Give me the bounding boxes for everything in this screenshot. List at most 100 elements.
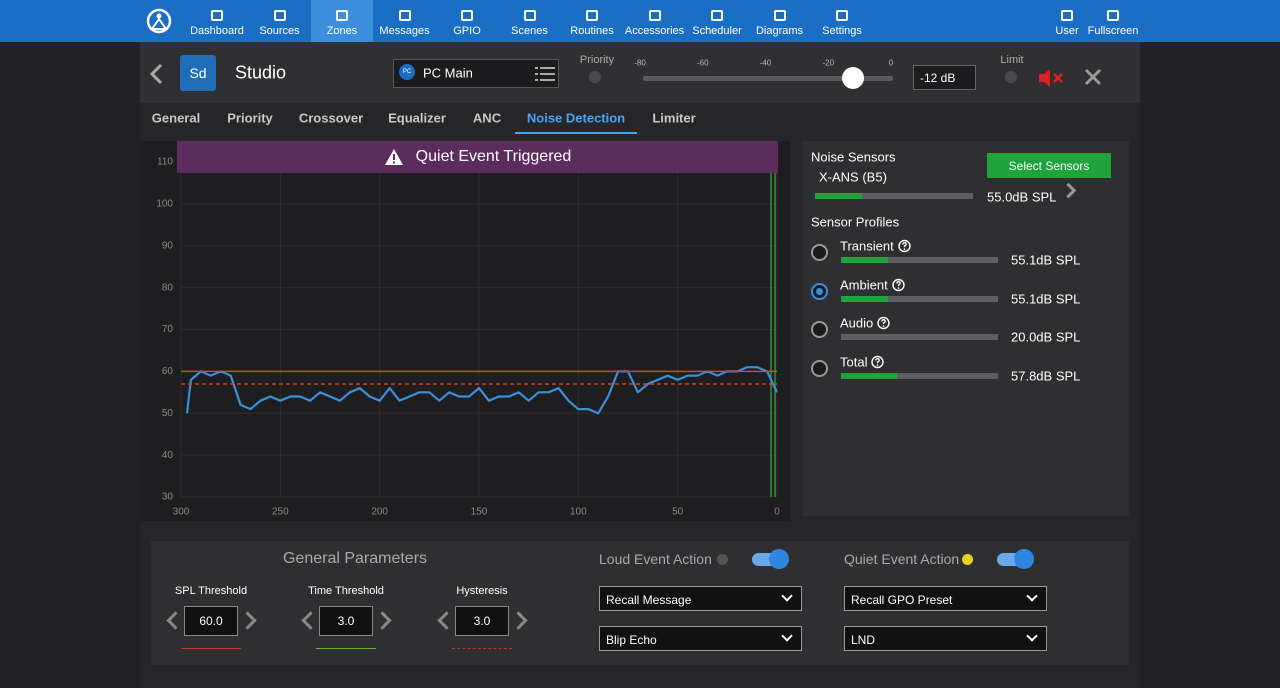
action-select[interactable]: LND xyxy=(844,626,1047,651)
nav-item[interactable]: Fullscreen xyxy=(1087,25,1139,37)
event-banner: Quiet Event Triggered xyxy=(177,141,778,173)
nav-item[interactable]: Dashboard xyxy=(190,25,244,37)
tab[interactable]: Noise Detection xyxy=(526,110,626,126)
limit-led xyxy=(1005,71,1017,83)
level-meter xyxy=(841,372,998,379)
source-icon: PC xyxy=(399,64,415,80)
radio[interactable] xyxy=(811,359,828,377)
y-tick-label: 90 xyxy=(162,240,174,251)
help-icon[interactable] xyxy=(898,239,911,253)
field-underline xyxy=(181,648,241,649)
field-input[interactable]: 3.0 xyxy=(319,606,373,636)
slider-tick: 0 xyxy=(888,58,894,68)
indicator xyxy=(962,554,973,565)
nav-item[interactable]: Sources xyxy=(259,25,300,37)
banner-text: Quiet Event Triggered xyxy=(415,148,572,165)
slider-tick: -60 xyxy=(696,58,709,68)
tab[interactable]: Limiter xyxy=(652,110,696,126)
mute-icon[interactable] xyxy=(1037,68,1065,88)
slider-knob[interactable] xyxy=(842,67,865,89)
nav-icon xyxy=(211,10,223,21)
x-tick-label: 100 xyxy=(570,507,587,518)
back-button[interactable] xyxy=(148,63,166,85)
y-tick-label: 110 xyxy=(157,157,173,168)
priority-led xyxy=(589,71,601,83)
help-icon[interactable] xyxy=(871,355,885,368)
radio[interactable] xyxy=(811,244,828,261)
field-underline xyxy=(316,648,376,649)
action-select[interactable]: Blip Echo xyxy=(599,626,802,651)
x-tick-label: 50 xyxy=(672,507,684,518)
close-icon[interactable] xyxy=(1084,68,1102,86)
nav-icon xyxy=(398,10,411,21)
profile-level: 57.8dB SPL xyxy=(1011,368,1081,383)
profile-name: Transient xyxy=(840,239,911,254)
nav-bar xyxy=(0,0,1280,42)
field-input[interactable]: 3.0 xyxy=(455,606,509,636)
toggle-knob[interactable] xyxy=(769,549,789,569)
y-tick-label: 40 xyxy=(162,450,174,461)
sensor-level: 55.0dB SPL xyxy=(987,189,1057,205)
help-icon[interactable] xyxy=(877,316,890,330)
logo[interactable] xyxy=(145,7,173,35)
noise-line xyxy=(185,366,778,415)
slider-tick: -20 xyxy=(822,58,835,68)
level-fill xyxy=(815,193,863,199)
field-input[interactable]: 60.0 xyxy=(184,606,238,636)
tab[interactable]: Crossover xyxy=(298,110,364,126)
profile-level: 55.1dB SPL xyxy=(1011,291,1081,306)
nav-icon xyxy=(773,10,786,21)
avatar: Sd xyxy=(180,55,216,91)
toggle-knob[interactable] xyxy=(1014,549,1034,569)
nav-item[interactable]: Zones xyxy=(326,25,358,37)
action-select[interactable]: Recall GPO Preset xyxy=(844,586,1047,611)
nav-icon xyxy=(586,10,598,21)
field-label: Hysteresis xyxy=(456,585,508,597)
nav-item[interactable]: Scenes xyxy=(511,25,548,37)
tab[interactable]: Equalizer xyxy=(388,110,446,126)
nav-icon xyxy=(273,10,286,21)
priority-label: Priority xyxy=(579,54,615,66)
nav-item[interactable]: Messages xyxy=(379,25,430,37)
help-icon[interactable] xyxy=(892,278,905,291)
field-label: Time Threshold xyxy=(308,585,384,597)
y-tick-label: 100 xyxy=(156,199,173,210)
tab[interactable]: General xyxy=(151,110,201,126)
zone-name: Studio xyxy=(235,62,287,83)
profile-level: 55.1dB SPL xyxy=(1011,252,1081,268)
tab[interactable]: ANC xyxy=(472,110,502,126)
profile-level: 20.0dB SPL xyxy=(1011,329,1081,345)
profile-name: Ambient xyxy=(840,277,905,292)
select-sensors-button[interactable]: Select Sensors xyxy=(987,153,1111,178)
tab[interactable]: Priority xyxy=(227,110,273,126)
tab-underline xyxy=(515,132,637,134)
nav-item[interactable]: Routines xyxy=(570,25,614,37)
nav-item[interactable]: Accessories xyxy=(624,25,685,37)
nav-item[interactable]: GPIO xyxy=(453,25,481,37)
nav-item[interactable]: User xyxy=(1055,25,1079,37)
level-meter xyxy=(841,257,998,263)
action-select[interactable]: Recall Message xyxy=(599,586,802,611)
slider-tick: -80 xyxy=(634,58,646,68)
level-meter xyxy=(815,193,973,199)
y-tick-label: 50 xyxy=(162,408,174,419)
x-tick-label: 150 xyxy=(471,507,488,518)
nav-item[interactable]: Scheduler xyxy=(692,25,742,37)
action-label: Loud Event Action xyxy=(599,551,712,567)
slider-track[interactable] xyxy=(643,76,893,81)
level-meter xyxy=(841,334,998,340)
nav-item[interactable]: Settings xyxy=(822,25,862,37)
y-tick-label: 30 xyxy=(162,492,174,503)
slider-tick: -40 xyxy=(759,58,772,68)
source-select[interactable] xyxy=(393,59,559,88)
indicator xyxy=(717,554,728,565)
profile-name: Total xyxy=(840,354,885,369)
nav-item[interactable]: Diagrams xyxy=(755,25,804,37)
x-tick-label: 200 xyxy=(371,507,388,518)
nav-icon xyxy=(461,10,473,21)
volume-input[interactable]: -12 dB xyxy=(913,65,976,90)
radio[interactable] xyxy=(811,321,828,338)
nav-icon xyxy=(336,10,348,21)
nav-icon xyxy=(836,10,848,21)
profile-name: Audio xyxy=(840,316,890,331)
